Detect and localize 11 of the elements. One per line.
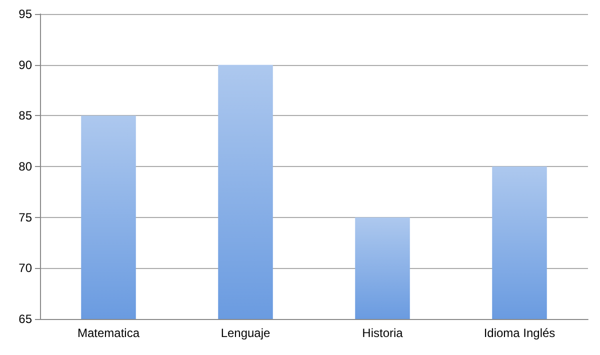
y-tick-label: 90 bbox=[18, 58, 32, 72]
y-tick-label: 85 bbox=[18, 108, 32, 123]
x-tick-label: Matematica bbox=[77, 326, 140, 340]
y-tick-label: 95 bbox=[18, 7, 32, 21]
x-tick-label: Historia bbox=[362, 326, 404, 340]
y-tick-label: 65 bbox=[18, 312, 32, 326]
y-tick-label: 80 bbox=[18, 160, 32, 174]
y-tick-label: 70 bbox=[18, 261, 32, 276]
x-tick-label: Lenguaje bbox=[220, 326, 271, 340]
x-tick-label: Idioma Inglés bbox=[484, 326, 556, 340]
y-tick-label: 75 bbox=[18, 210, 32, 224]
